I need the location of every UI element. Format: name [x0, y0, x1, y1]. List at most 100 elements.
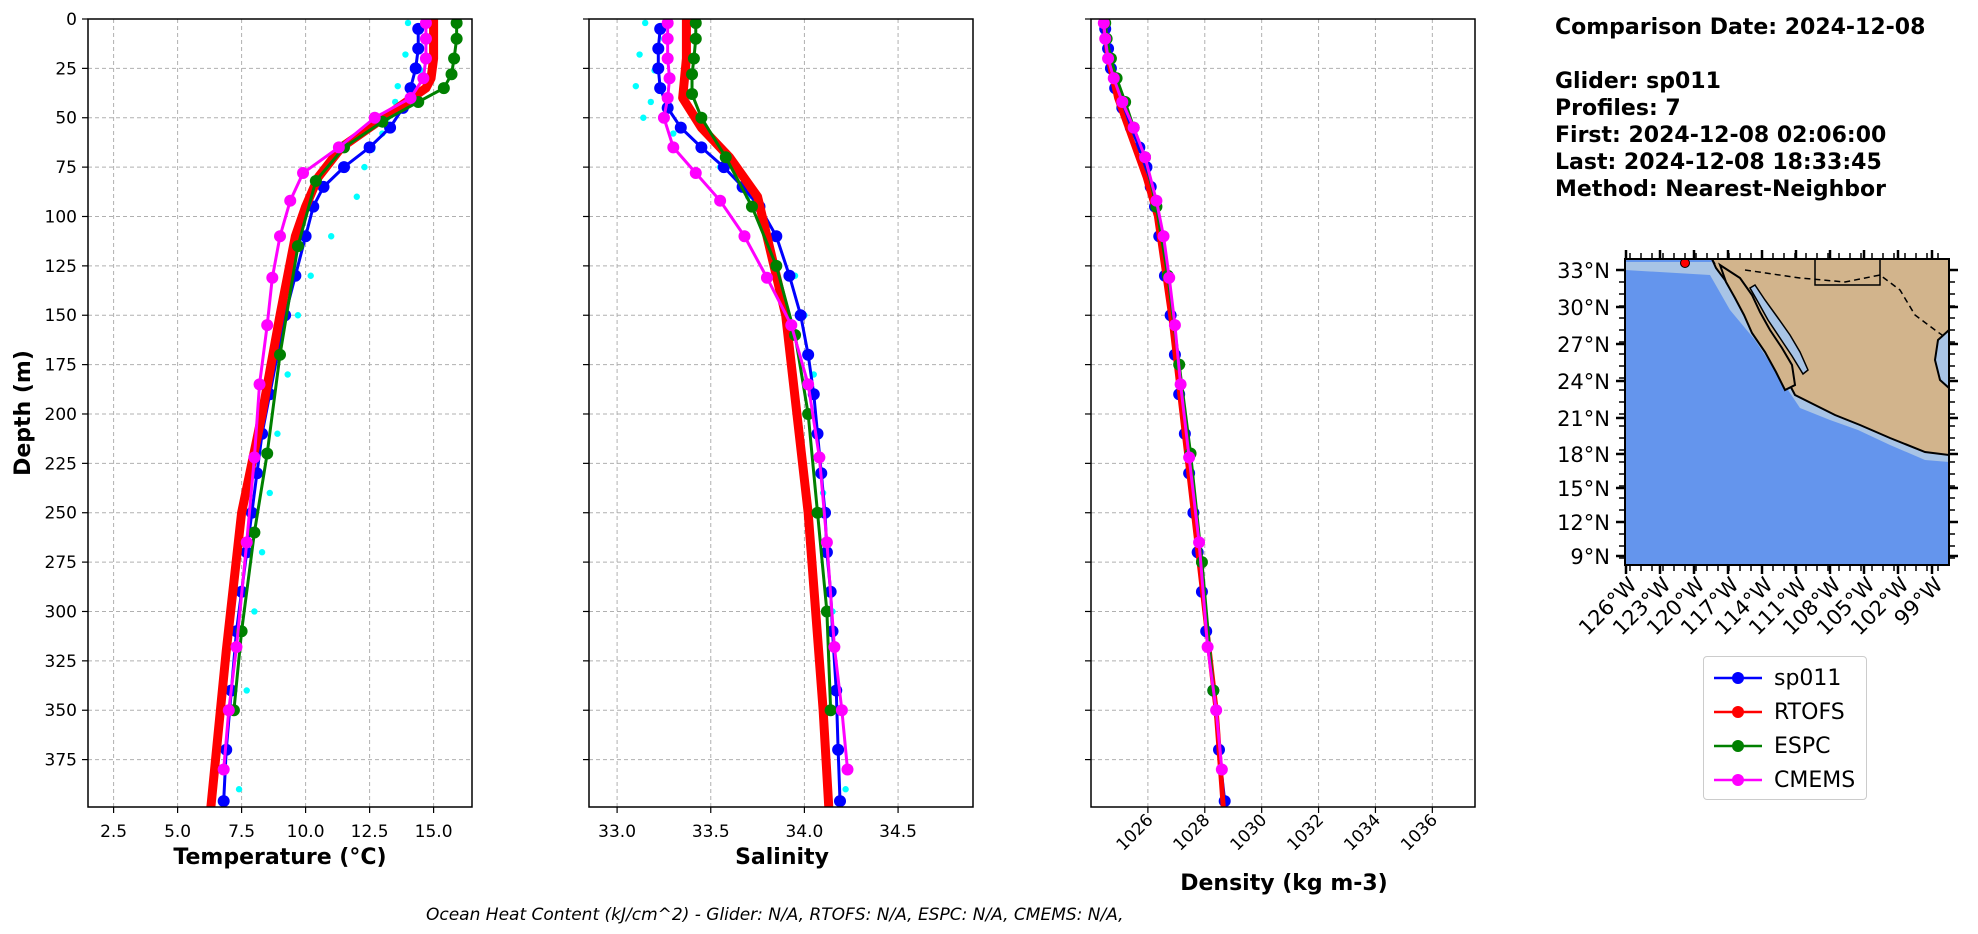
- y-tick-label: 300: [45, 602, 77, 622]
- data-point-cmems: [663, 72, 676, 85]
- y-tick-label: 250: [45, 504, 77, 524]
- raw-data-point: [294, 312, 302, 319]
- data-point-cmems: [332, 141, 345, 154]
- x-tick-label: 7.5: [228, 822, 255, 842]
- raw-data-point: [266, 489, 273, 497]
- data-point-cmems: [1174, 378, 1187, 391]
- lat-tick-label: 30°N: [1557, 296, 1610, 320]
- raw-data-point: [251, 608, 258, 615]
- series-line-sp011: [1103, 27, 1227, 803]
- comparison-date: Comparison Date: 2024-12-08: [1555, 15, 1926, 40]
- data-point-espc: [824, 704, 837, 717]
- data-point-espc: [820, 605, 833, 618]
- data-point-espc: [686, 68, 699, 81]
- legend-item-sp011: sp011: [1704, 661, 1864, 695]
- y-tick-label: 150: [45, 306, 77, 326]
- data-point-espc: [689, 32, 702, 45]
- data-point-cmems: [661, 19, 674, 29]
- y-tick-label: 275: [45, 553, 77, 573]
- raw-data-point: [394, 82, 401, 90]
- y-tick-label: 175: [45, 356, 77, 376]
- data-point-espc: [695, 111, 708, 124]
- y-tick-label: 225: [45, 454, 77, 474]
- data-point-cmems: [1201, 641, 1214, 654]
- raw-data-point: [353, 193, 360, 200]
- data-point-cmems: [404, 91, 417, 104]
- lat-tick-label: 18°N: [1557, 443, 1610, 467]
- data-point-sp011: [770, 230, 783, 243]
- legend-item-cmems: CMEMS: [1704, 763, 1864, 797]
- x-tick-label: 15.0: [415, 822, 453, 842]
- map-frame: [1624, 258, 1950, 566]
- data-point-espc: [445, 68, 458, 81]
- data-point-cmems: [266, 271, 279, 284]
- data-point-cmems: [284, 194, 297, 207]
- data-point-cmems: [813, 451, 826, 464]
- data-point-sp011: [363, 141, 376, 154]
- series-line-rtofs: [1101, 19, 1226, 807]
- map-gulf: [1748, 283, 1809, 376]
- data-point-cmems: [835, 704, 848, 717]
- raw-data-point: [328, 233, 335, 240]
- data-point-cmems: [248, 451, 261, 464]
- legend-swatch: [1714, 740, 1762, 752]
- y-tick-label: 100: [45, 207, 77, 227]
- data-point-cmems: [828, 641, 841, 654]
- data-point-sp011: [717, 161, 730, 174]
- legend-label: sp011: [1774, 666, 1842, 691]
- x-tick-label: 1032: [1283, 810, 1328, 855]
- y-tick-label: 125: [45, 257, 77, 277]
- raw-data-point: [258, 549, 266, 556]
- data-point-cmems: [1168, 319, 1181, 332]
- x-tick-label: 33.0: [598, 822, 636, 842]
- y-tick-label: 350: [45, 701, 77, 721]
- data-point-cmems: [274, 230, 286, 243]
- xlabel-density: Density (kg m-3): [1180, 871, 1388, 896]
- info-panel: Comparison Date: 2024-12-08 Glider: sp01…: [1555, 14, 1925, 203]
- legend-label: CMEMS: [1774, 768, 1856, 793]
- data-point-espc: [686, 88, 699, 101]
- data-point-espc: [248, 526, 261, 539]
- data-point-cmems: [661, 32, 674, 45]
- data-point-cmems: [419, 19, 432, 29]
- data-point-cmems: [419, 52, 432, 65]
- lat-tick-label: 15°N: [1557, 477, 1610, 501]
- data-point-cmems: [1183, 451, 1196, 464]
- legend-label: RTOFS: [1774, 700, 1845, 725]
- x-tick-label: 1028: [1170, 810, 1215, 855]
- data-point-cmems: [1116, 95, 1129, 108]
- data-point-sp011: [652, 42, 665, 55]
- raw-data-point: [636, 51, 643, 58]
- data-point-cmems: [1107, 72, 1120, 85]
- data-point-espc: [719, 151, 732, 164]
- legend-item-rtofs: RTOFS: [1704, 695, 1864, 729]
- data-point-sp011: [412, 42, 425, 55]
- raw-data-point: [842, 786, 849, 793]
- data-point-cmems: [1163, 271, 1176, 284]
- y-tick-label: 75: [55, 158, 77, 178]
- data-point-espc: [437, 82, 450, 95]
- lat-tick-label: 21°N: [1557, 407, 1610, 431]
- data-point-cmems: [253, 378, 266, 391]
- ohc-footer: Ocean Heat Content (kJ/cm^2) - Glider: N…: [426, 905, 1124, 925]
- y-tick-label: 50: [55, 109, 77, 129]
- data-point-espc: [745, 200, 758, 213]
- x-tick-label: 2.5: [100, 822, 127, 842]
- data-point-cmems: [240, 536, 253, 549]
- series-line-rtofs: [678, 19, 834, 807]
- axes-frame: [87, 18, 473, 808]
- data-point-cmems: [222, 704, 235, 717]
- density-panel: 1026 1028 1030 1032 1034 1036 Density (kg m-3…: [1085, 18, 1476, 896]
- data-point-sp011: [834, 795, 847, 807]
- raw-data-point: [670, 130, 677, 137]
- x-tick-label: 5.0: [164, 822, 191, 842]
- data-point-sp011: [217, 795, 230, 807]
- location-map: 33°N30°N27°N24°N21°N18°N15°N12°N9°N126°W…: [1557, 250, 1958, 640]
- profile-count: Profiles: 7: [1555, 96, 1681, 121]
- data-point-espc: [770, 259, 783, 272]
- raw-data-point: [274, 430, 281, 437]
- data-point-sp011: [654, 82, 667, 95]
- glider-id: Glider: sp011: [1555, 69, 1721, 94]
- raw-data-point: [243, 687, 250, 694]
- data-point-cmems: [368, 111, 381, 124]
